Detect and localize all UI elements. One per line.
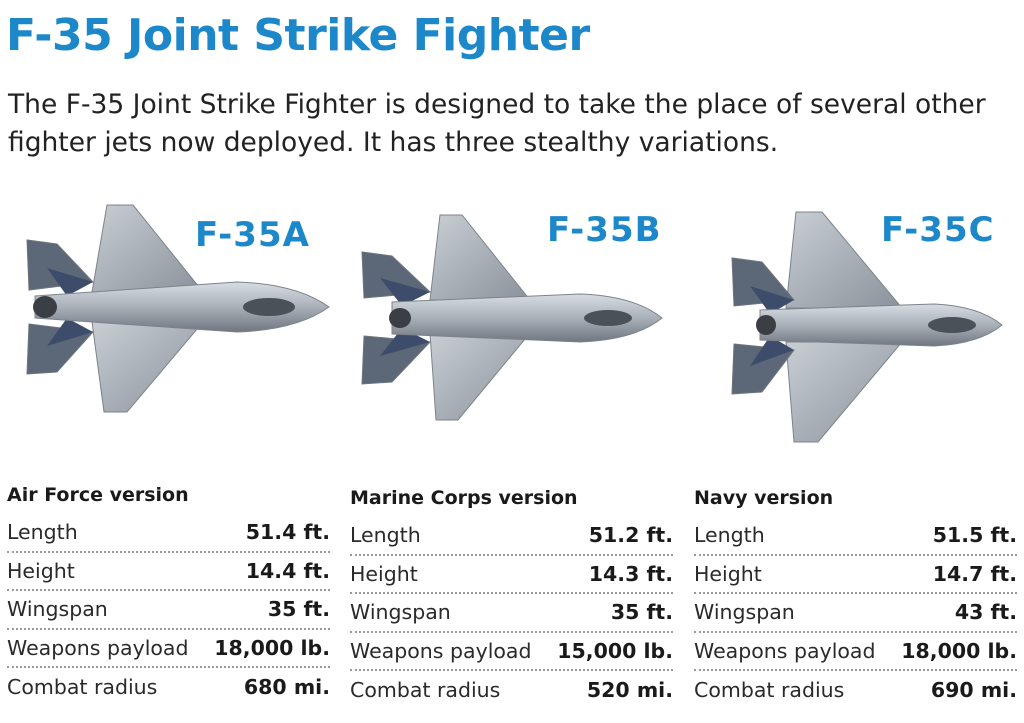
- spec-value: 14.7 ft.: [932, 561, 1017, 586]
- spec-value: 51.5 ft.: [932, 523, 1017, 548]
- spec-label: Length: [694, 523, 765, 548]
- spec-row-length: Length 51.2 ft.: [350, 517, 673, 556]
- version-title: Navy version: [694, 487, 834, 509]
- spec-value: 51.2 ft.: [588, 523, 673, 548]
- variant-name-label: F-35B: [547, 210, 662, 250]
- spec-table: Length 51.5 ft. Height 14.7 ft. Wingspan 43…: [694, 517, 1017, 710]
- spec-label: Wingspan: [350, 600, 451, 625]
- f35b-jet-image: [361, 214, 663, 421]
- spec-label: Weapons payload: [7, 635, 189, 660]
- spec-value: 14.4 ft.: [245, 558, 330, 583]
- version-title: Air Force version: [7, 484, 189, 506]
- spec-value: 680 mi.: [243, 675, 330, 700]
- spec-label: Combat radius: [694, 678, 845, 703]
- spec-row-combat-radius: Combat radius 680 mi.: [7, 668, 330, 707]
- spec-value: 35 ft.: [267, 597, 330, 622]
- page-subtitle: The F-35 Joint Strike Fighter is designe…: [8, 89, 986, 158]
- spec-table: Length 51.2 ft. Height 14.3 ft. Wingspan 35…: [350, 517, 673, 710]
- spec-table: Length 51.4 ft. Height 14.4 ft. Wingspan 35…: [7, 514, 330, 707]
- variant-name-label: F-35C: [881, 210, 995, 250]
- spec-row-height: Height 14.7 ft.: [694, 556, 1017, 594]
- spec-row-length: Length 51.5 ft.: [694, 517, 1017, 556]
- spec-value: 690 mi.: [930, 678, 1017, 703]
- spec-label: Weapons payload: [350, 638, 532, 663]
- spec-label: Wingspan: [7, 597, 108, 622]
- variant-name-label: F-35A: [195, 215, 310, 255]
- spec-label: Height: [694, 561, 762, 586]
- spec-label: Weapons payload: [694, 638, 876, 663]
- spec-row-height: Height 14.3 ft.: [350, 556, 673, 594]
- spec-value: 14.3 ft.: [588, 561, 673, 586]
- spec-row-wingspan: Wingspan 43 ft.: [694, 594, 1017, 633]
- spec-value: 15,000 lb.: [557, 638, 673, 663]
- variant-f35a: F-35A Air Force version Length 51.4 ft. H…: [7, 0, 347, 723]
- spec-row-combat-radius: Combat radius 690 mi.: [694, 671, 1017, 710]
- spec-value: 520 mi.: [586, 678, 673, 703]
- variant-f35c: F-35C Navy version Length 51.5 ft. Height…: [694, 0, 1024, 723]
- spec-label: Combat radius: [7, 675, 158, 700]
- spec-label: Length: [7, 520, 78, 545]
- f35a-jet-image: [26, 204, 330, 413]
- spec-row-wingspan: Wingspan 35 ft.: [7, 591, 330, 630]
- spec-row-weapons-payload: Weapons payload 18,000 lb.: [694, 633, 1017, 671]
- spec-row-wingspan: Wingspan 35 ft.: [350, 594, 673, 633]
- page-title: F-35 Joint Strike Fighter: [6, 10, 590, 61]
- spec-value: 18,000 lb.: [901, 638, 1017, 663]
- spec-row-length: Length 51.4 ft.: [7, 514, 330, 553]
- spec-label: Height: [7, 558, 75, 583]
- spec-row-combat-radius: Combat radius 520 mi.: [350, 671, 673, 710]
- spec-label: Length: [350, 523, 421, 548]
- spec-label: Wingspan: [694, 600, 795, 625]
- spec-value: 43 ft.: [954, 600, 1017, 625]
- spec-value: 51.4 ft.: [245, 520, 330, 545]
- f35c-jet-image: [731, 211, 1003, 443]
- spec-row-height: Height 14.4 ft.: [7, 553, 330, 591]
- spec-row-weapons-payload: Weapons payload 15,000 lb.: [350, 633, 673, 671]
- spec-label: Combat radius: [350, 678, 501, 703]
- version-title: Marine Corps version: [350, 487, 578, 509]
- spec-label: Height: [350, 561, 418, 586]
- spec-row-weapons-payload: Weapons payload 18,000 lb.: [7, 630, 330, 668]
- variant-f35b: F-35B Marine Corps version Length 51.2 ft…: [350, 0, 690, 723]
- spec-value: 35 ft.: [610, 600, 673, 625]
- spec-value: 18,000 lb.: [214, 635, 330, 660]
